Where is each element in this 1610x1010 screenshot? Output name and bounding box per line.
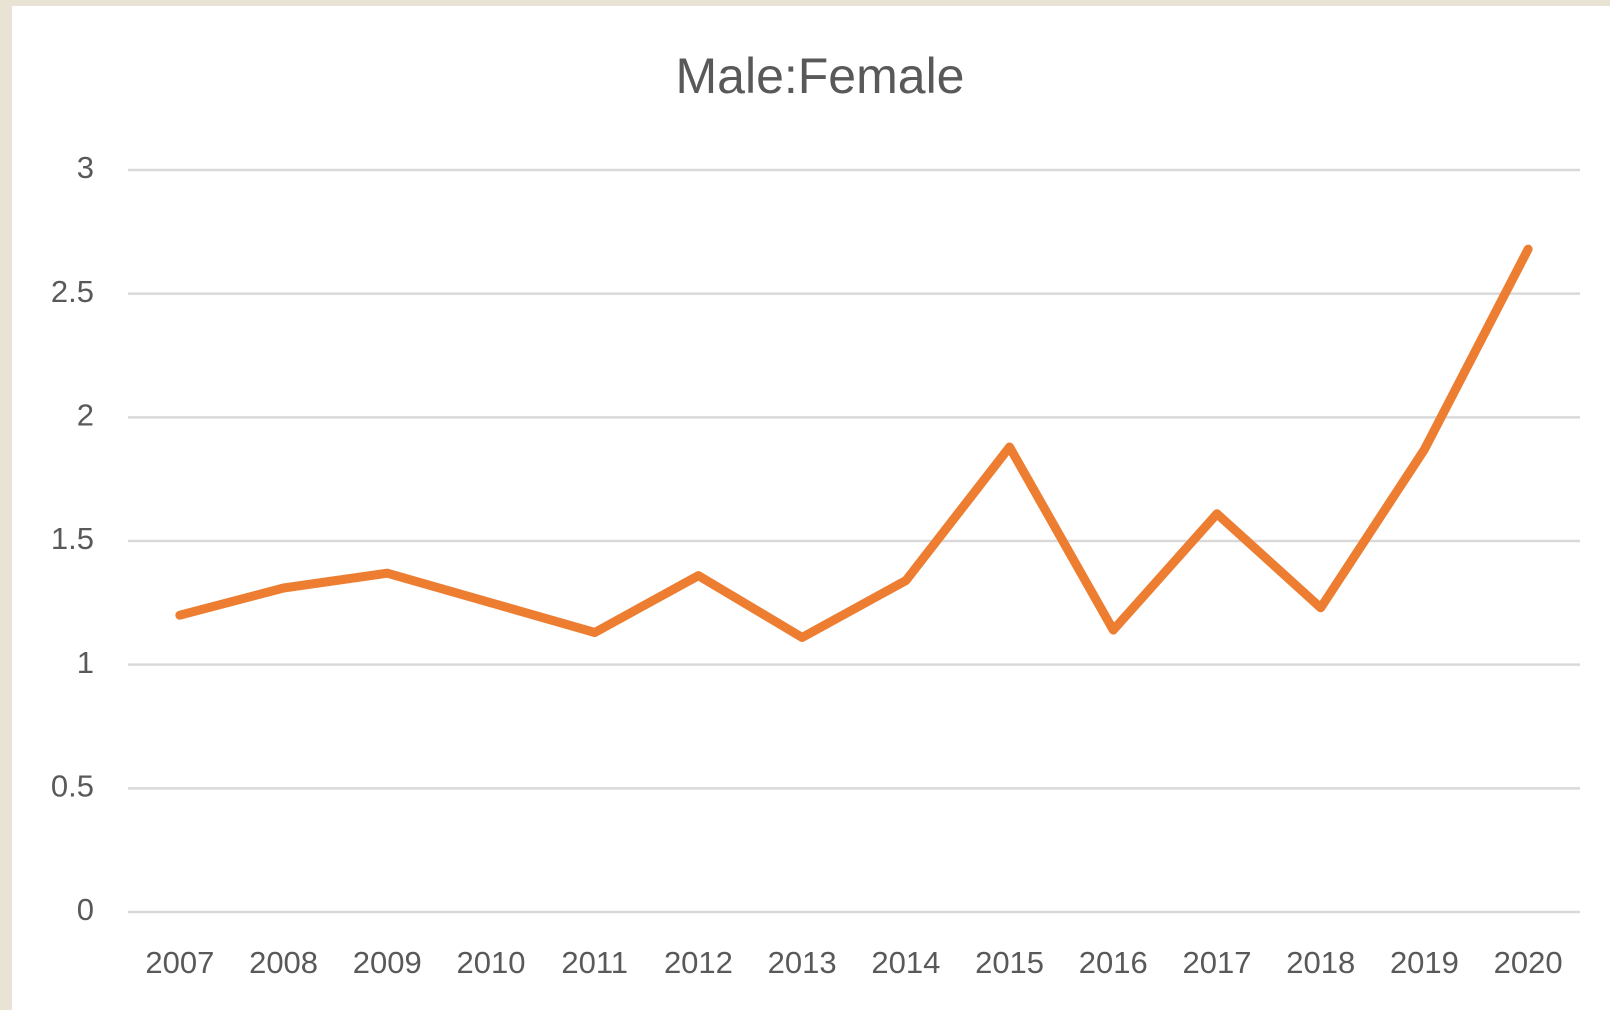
- x-tick-label: 2018: [1286, 945, 1355, 980]
- x-tick-label: 2008: [249, 945, 318, 980]
- chart-area: [12, 6, 1610, 1010]
- x-tick-label: 2013: [768, 945, 837, 980]
- x-tick-label: 2020: [1494, 945, 1563, 980]
- data-line: [175, 244, 1533, 642]
- x-tick-label: 2011: [561, 945, 628, 980]
- x-tick-label: 2015: [975, 945, 1044, 980]
- y-tick-label: 1: [77, 645, 94, 680]
- x-tick-label: 2014: [871, 945, 940, 980]
- y-tick-label: 2: [77, 398, 94, 433]
- y-tick-label: 0.5: [51, 769, 94, 804]
- y-tick-label: 1.5: [51, 521, 94, 556]
- x-tick-label: 2016: [1079, 945, 1148, 980]
- y-tick-label: 2.5: [51, 274, 94, 309]
- x-tick-label: 2019: [1390, 945, 1459, 980]
- x-tick-label: 2007: [145, 945, 214, 980]
- x-tick-label: 2012: [664, 945, 733, 980]
- x-tick-label: 2009: [353, 945, 422, 980]
- y-tick-label: 3: [77, 150, 94, 185]
- x-tick-label: 2017: [1183, 945, 1252, 980]
- y-tick-label: 0: [77, 892, 94, 927]
- x-tick-label: 2010: [457, 945, 526, 980]
- chart-title: Male:Female: [676, 48, 965, 104]
